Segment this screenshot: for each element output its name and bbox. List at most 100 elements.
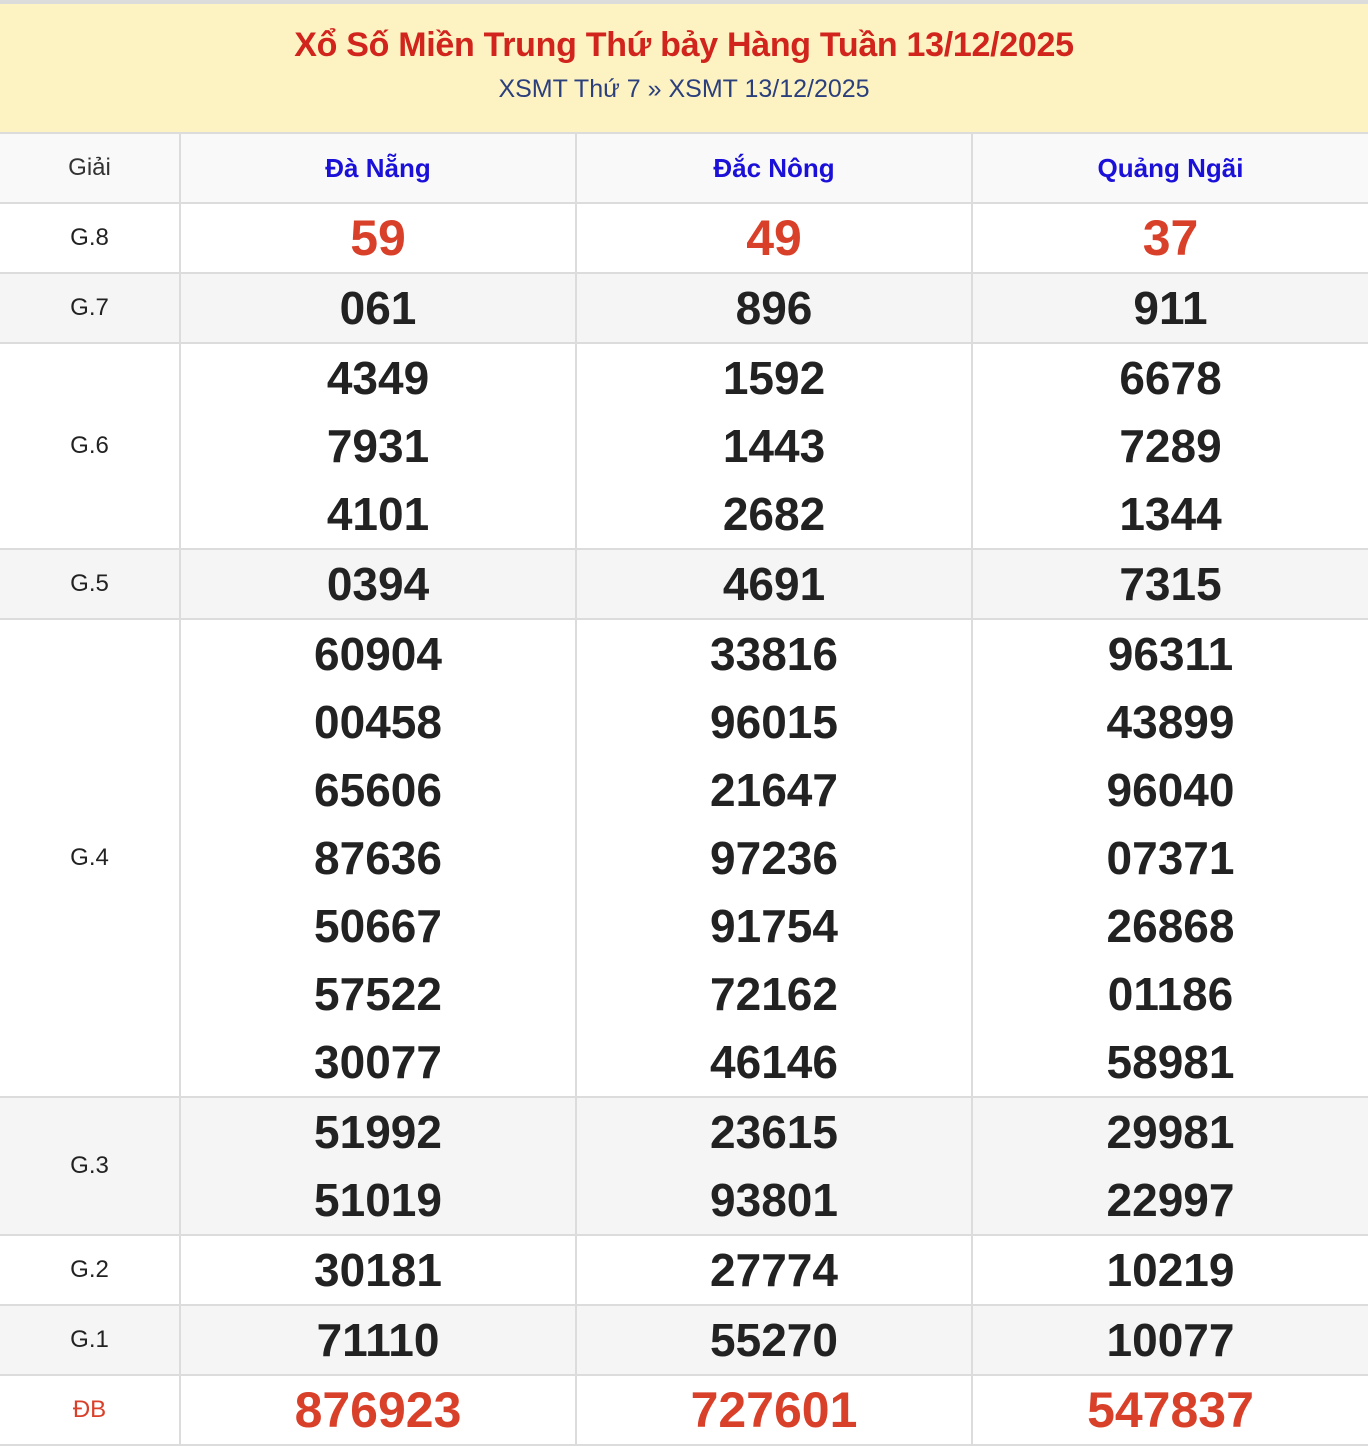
result-cell: 30181 [179,1234,577,1306]
result-cell: 10219 [971,1234,1368,1306]
result-cell: 7315 [971,548,1368,620]
results-table: Giải Đà Nẵng Đắc Nông Quảng Ngãi G.8 59 49… [0,132,1368,1446]
result-number: 57522 [314,968,442,1020]
prize-row: G.6 4349 7931 4101 1592 1443 2682 6678 7289 1344 [0,342,1368,550]
result-number: 87636 [314,832,442,884]
province-header-quang-ngai[interactable]: Quảng Ngãi [971,132,1368,204]
result-number: 26868 [1106,900,1235,952]
result-cell: 96311 43899 96040 07371 26868 01186 58981 [971,618,1368,1098]
result-number: 65606 [314,764,442,816]
breadcrumb: XSMT Thứ 7 » XSMT 13/12/2025 [0,75,1368,104]
result-number: 061 [339,282,417,334]
breadcrumb-link-xsmt-date[interactable]: XSMT 13/12/2025 [668,75,870,103]
result-number: 93801 [710,1174,838,1226]
result-number: 911 [1133,282,1208,334]
result-number: 1344 [1119,488,1222,540]
result-number: 33816 [710,628,838,680]
result-cell: 10077 [971,1304,1368,1376]
prize-row: G.1 71110 55270 10077 [0,1304,1368,1376]
result-number: 96015 [710,696,838,748]
prize-row: G.3 51992 51019 23615 93801 29981 22997 [0,1096,1368,1236]
prize-label: G.2 [0,1234,181,1306]
result-number: 2682 [722,488,826,540]
result-number: 0394 [326,558,430,610]
result-number: 51019 [314,1174,442,1226]
result-cell: 1592 1443 2682 [575,342,973,550]
result-number: 4101 [326,488,430,540]
prize-row: G.2 30181 27774 10219 [0,1234,1368,1306]
page-header: Xổ Số Miền Trung Thứ bảy Hàng Tuần 13/12… [0,0,1368,132]
prize-label: ĐB [0,1374,181,1446]
breadcrumb-link-xsmt-thu-7[interactable]: XSMT Thứ 7 [498,75,641,103]
result-number: 46146 [710,1036,838,1088]
result-cell: 29981 22997 [971,1096,1368,1236]
prize-row: G.7 061 896 911 [0,272,1368,344]
prize-label: G.8 [0,202,181,274]
result-cell: 6678 7289 1344 [971,342,1368,550]
result-number: 37 [1142,210,1199,266]
result-cell: 0394 [179,548,577,620]
result-number: 547837 [1087,1382,1254,1438]
result-cell: 896 [575,272,973,344]
result-cell: 27774 [575,1234,973,1306]
prize-row: G.5 0394 4691 7315 [0,548,1368,620]
result-number: 58981 [1106,1036,1235,1088]
result-number: 29981 [1106,1106,1235,1158]
result-number: 4691 [722,558,826,610]
province-header-da-nang[interactable]: Đà Nẵng [179,132,577,204]
result-number: 60904 [314,628,442,680]
result-number: 51992 [314,1106,442,1158]
page-title: Xổ Số Miền Trung Thứ bảy Hàng Tuần 13/12… [294,26,1074,64]
result-number: 59 [350,210,406,266]
result-cell: 727601 [575,1374,973,1446]
result-number: 6678 [1119,352,1222,404]
prize-label: G.6 [0,342,181,550]
result-number: 55270 [710,1314,838,1366]
result-number: 91754 [710,900,838,952]
result-number: 01186 [1107,968,1234,1020]
result-cell: 71110 [179,1304,577,1376]
result-number: 1443 [722,420,826,472]
prize-label: G.3 [0,1096,181,1236]
result-cell: 51992 51019 [179,1096,577,1236]
prize-label: G.5 [0,548,181,620]
prize-label: G.1 [0,1304,181,1376]
result-number: 896 [735,282,813,334]
result-number: 07371 [1106,832,1235,884]
result-cell: 547837 [971,1374,1368,1446]
prize-label: G.4 [0,618,181,1098]
prize-row: G.8 59 49 37 [0,202,1368,274]
result-number: 43899 [1106,696,1235,748]
result-cell: 37 [971,202,1368,274]
prize-column-header: Giải [0,132,181,204]
result-number: 727601 [690,1382,858,1438]
result-cell: 4349 7931 4101 [179,342,577,550]
result-number: 876923 [294,1382,462,1438]
result-number: 10219 [1106,1244,1235,1296]
result-number: 22997 [1106,1174,1235,1226]
prize-label: G.7 [0,272,181,344]
result-number: 96040 [1106,764,1235,816]
result-number: 7289 [1119,420,1222,472]
breadcrumb-separator: » [647,75,662,103]
result-cell: 061 [179,272,577,344]
province-header-dac-nong[interactable]: Đắc Nông [575,132,973,204]
result-number: 1592 [722,352,826,404]
result-cell: 876923 [179,1374,577,1446]
result-number: 21647 [710,764,838,816]
result-number: 71110 [316,1314,440,1366]
result-number: 7931 [326,420,430,472]
result-number: 97236 [710,832,838,884]
result-number: 00458 [314,696,442,748]
result-number: 10077 [1106,1314,1235,1366]
result-cell: 4691 [575,548,973,620]
result-number: 50667 [314,900,442,952]
result-cell: 23615 93801 [575,1096,973,1236]
result-cell: 911 [971,272,1368,344]
result-cell: 60904 00458 65606 87636 50667 57522 30077 [179,618,577,1098]
result-cell: 49 [575,202,973,274]
result-number: 7315 [1119,558,1222,610]
result-cell: 55270 [575,1304,973,1376]
prize-row: G.4 60904 00458 65606 87636 50667 57522 30077 33… [0,618,1368,1098]
result-number: 4349 [326,352,430,404]
